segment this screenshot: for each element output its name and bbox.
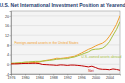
tick-label: 16 [5, 24, 9, 28]
tick-label: 1992 [64, 76, 72, 80]
series-line [11, 63, 120, 70]
tick-mark [10, 26, 12, 27]
tick-mark [10, 64, 12, 65]
x-axis: 1976 1980 1984 1988 1992 1996 2000 2004 [8, 74, 121, 80]
tick: 2004 [106, 74, 114, 80]
tick-label: 1988 [50, 76, 58, 80]
series-label: U.S.-owned assets abroad [81, 55, 121, 59]
tick-mark [10, 74, 12, 75]
tick: 1976 [8, 74, 16, 80]
tick: 1980 [22, 74, 30, 80]
grid-line [11, 35, 120, 36]
tick: 1992 [64, 74, 72, 80]
chart: U.S. Net International Investment Positi… [0, 0, 125, 83]
plot-frame [11, 11, 120, 74]
tick: 12 [5, 34, 11, 38]
tick-label: 1996 [78, 76, 86, 80]
tick-mark [10, 55, 12, 56]
tick-mark [10, 35, 12, 36]
grid-line [11, 64, 120, 65]
tick-label: 0 [7, 63, 9, 67]
plot-area [11, 16, 120, 71]
tick: 8 [7, 44, 11, 48]
title: U.S. Net International Investment Positi… [0, 2, 125, 8]
tick: 0 [7, 63, 11, 67]
tick-label: 1980 [22, 76, 30, 80]
grid-line [11, 15, 120, 16]
tick: 1988 [50, 74, 58, 80]
series-label: Foreign-owned assets in the United State… [15, 41, 79, 45]
tick-label: 2004 [106, 76, 114, 80]
axis-line [10, 12, 12, 75]
background [0, 0, 125, 83]
grid [11, 16, 120, 74]
grid-line [11, 74, 120, 75]
tick: 1996 [78, 74, 86, 80]
y-axis: -4048121620 [5, 12, 12, 77]
tick-label: 8 [7, 44, 9, 48]
series-label: Net [88, 69, 93, 73]
tick: 20 [5, 14, 11, 18]
tick: 2000 [92, 74, 100, 80]
tick-mark [10, 16, 12, 17]
tick-label: 2000 [92, 76, 100, 80]
tick-label: 4 [7, 53, 9, 57]
tick-label: 12 [5, 34, 9, 38]
tick-label: 1984 [36, 76, 44, 80]
tick: 1984 [36, 74, 44, 80]
grid-line [11, 25, 120, 26]
tick-label: 20 [5, 14, 9, 18]
tick: 4 [7, 53, 11, 57]
tick-label: 1976 [8, 76, 16, 80]
tick: 16 [5, 24, 11, 28]
tick-mark [10, 45, 12, 46]
